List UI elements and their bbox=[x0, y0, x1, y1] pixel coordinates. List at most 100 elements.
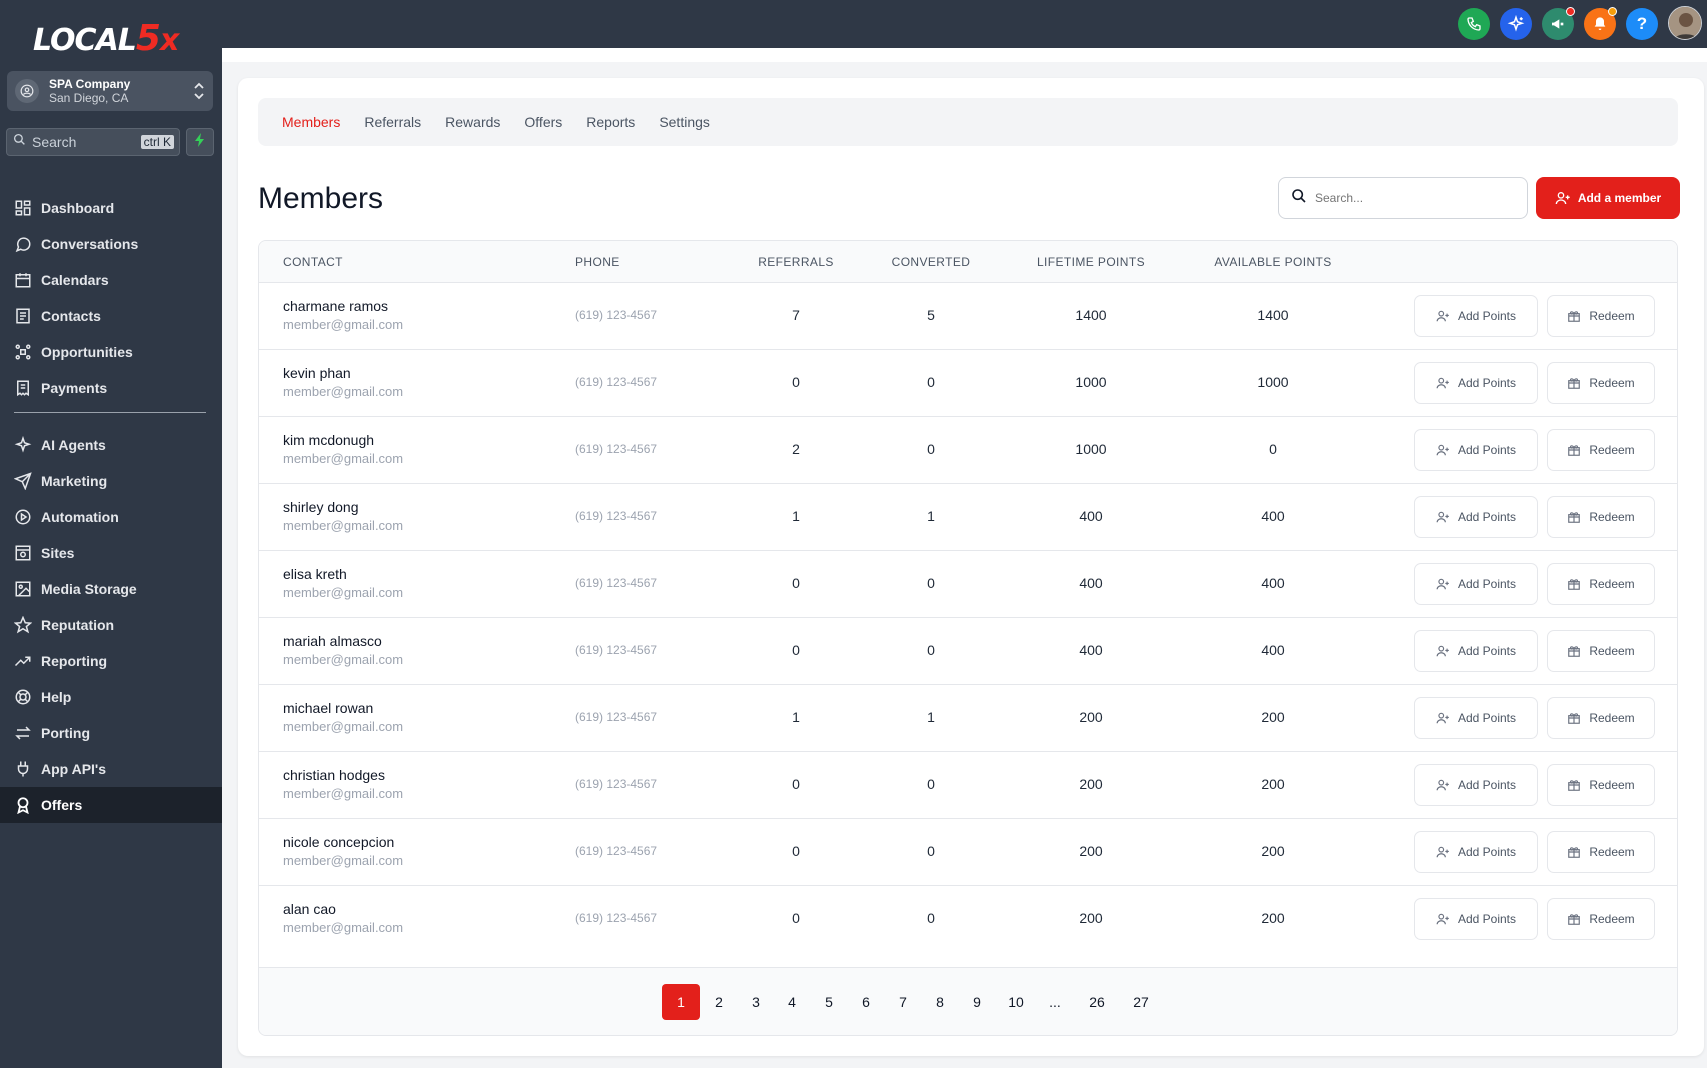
redeem-button[interactable]: Redeem bbox=[1547, 295, 1655, 337]
redeem-button[interactable]: Redeem bbox=[1547, 362, 1655, 404]
sidebar-search[interactable]: Search ctrl K bbox=[6, 128, 180, 156]
add-points-button[interactable]: Add Points bbox=[1414, 496, 1538, 538]
page-27[interactable]: 27 bbox=[1133, 994, 1149, 1010]
add-points-button[interactable]: Add Points bbox=[1414, 697, 1538, 739]
member-available-points: 200 bbox=[1261, 709, 1285, 725]
user-avatar[interactable] bbox=[1668, 6, 1702, 40]
add-points-button[interactable]: Add Points bbox=[1414, 764, 1538, 806]
member-name[interactable]: nicole concepcion bbox=[283, 834, 395, 850]
quick-action-button[interactable] bbox=[186, 128, 214, 156]
nav-item-marketing[interactable]: Marketing bbox=[0, 463, 222, 499]
tab-settings[interactable]: Settings bbox=[659, 114, 710, 130]
add-member-button[interactable]: Add a member bbox=[1536, 177, 1680, 219]
account-switcher[interactable]: SPA Company San Diego, CA bbox=[7, 71, 213, 111]
nav-item-conversations[interactable]: Conversations bbox=[0, 226, 222, 262]
page-26[interactable]: 26 bbox=[1089, 994, 1105, 1010]
page-5[interactable]: 5 bbox=[825, 994, 833, 1010]
ai-assistant-button[interactable] bbox=[1500, 8, 1532, 40]
account-name: SPA Company bbox=[49, 77, 131, 91]
phone-icon bbox=[1467, 17, 1481, 31]
redeem-button[interactable]: Redeem bbox=[1547, 831, 1655, 873]
add-points-button[interactable]: Add Points bbox=[1414, 362, 1538, 404]
nav-item-payments[interactable]: Payments bbox=[0, 370, 222, 406]
nav-item-porting[interactable]: Porting bbox=[0, 715, 222, 751]
member-search[interactable] bbox=[1278, 177, 1528, 219]
page-4[interactable]: 4 bbox=[788, 994, 796, 1010]
logo[interactable]: LOCAL 5 x bbox=[33, 18, 179, 59]
member-available-points: 1000 bbox=[1257, 374, 1289, 390]
member-name[interactable]: michael rowan bbox=[283, 700, 374, 716]
nav-item-contacts[interactable]: Contacts bbox=[0, 298, 222, 334]
nav-item-ai-agents[interactable]: AI Agents bbox=[0, 427, 222, 463]
member-name[interactable]: elisa kreth bbox=[283, 566, 347, 582]
gift-icon bbox=[1568, 847, 1581, 858]
page-3[interactable]: 3 bbox=[752, 994, 760, 1010]
redeem-button[interactable]: Redeem bbox=[1547, 496, 1655, 538]
tab-referrals[interactable]: Referrals bbox=[364, 114, 422, 130]
image-icon bbox=[15, 581, 31, 597]
member-name[interactable]: shirley dong bbox=[283, 499, 359, 515]
tab-members[interactable]: Members bbox=[282, 114, 341, 130]
member-search-input[interactable] bbox=[1315, 191, 1515, 205]
nav-item-reporting[interactable]: Reporting bbox=[0, 643, 222, 679]
member-name[interactable]: christian hodges bbox=[283, 767, 385, 783]
member-name[interactable]: mariah almasco bbox=[283, 633, 382, 649]
nav-item-app-apis[interactable]: App API's bbox=[0, 751, 222, 787]
redeem-button[interactable]: Redeem bbox=[1547, 898, 1655, 940]
tab-reports[interactable]: Reports bbox=[586, 114, 636, 130]
nav-item-reputation[interactable]: Reputation bbox=[0, 607, 222, 643]
member-available-points: 200 bbox=[1261, 843, 1285, 859]
redeem-button[interactable]: Redeem bbox=[1547, 429, 1655, 471]
nav-item-media-storage[interactable]: Media Storage bbox=[0, 571, 222, 607]
phone-button[interactable] bbox=[1458, 8, 1490, 40]
page-8[interactable]: 8 bbox=[936, 994, 944, 1010]
ai-sparkle-icon bbox=[1507, 15, 1525, 32]
redeem-button[interactable]: Redeem bbox=[1547, 563, 1655, 605]
header-referrals: REFERRALS bbox=[758, 255, 834, 269]
member-lifetime-points: 400 bbox=[1079, 508, 1103, 524]
page-10[interactable]: 10 bbox=[1008, 994, 1024, 1010]
redeem-button[interactable]: Redeem bbox=[1547, 697, 1655, 739]
nav-item-dashboard[interactable]: Dashboard bbox=[0, 190, 222, 226]
redeem-button[interactable]: Redeem bbox=[1547, 764, 1655, 806]
help-button[interactable]: ? bbox=[1626, 8, 1658, 40]
member-email: member@gmail.com bbox=[283, 384, 404, 399]
add-points-button[interactable]: Add Points bbox=[1414, 295, 1538, 337]
member-name[interactable]: kim mcdonugh bbox=[283, 432, 375, 448]
page-1[interactable]: 1 bbox=[662, 984, 700, 1020]
page-2[interactable]: 2 bbox=[715, 994, 723, 1010]
member-name[interactable]: charmane ramos bbox=[283, 298, 389, 314]
tab-bar: Members Referrals Rewards Offers Reports… bbox=[258, 98, 1678, 146]
add-points-button[interactable]: Add Points bbox=[1414, 898, 1538, 940]
nav-item-help[interactable]: Help bbox=[0, 679, 222, 715]
add-points-button[interactable]: Add Points bbox=[1414, 630, 1538, 672]
add-points-button[interactable]: Add Points bbox=[1414, 563, 1538, 605]
member-converted: 0 bbox=[927, 843, 935, 859]
nav-item-offers[interactable]: Offers bbox=[0, 787, 222, 823]
gift-icon bbox=[1568, 579, 1581, 590]
member-name[interactable]: alan cao bbox=[283, 901, 336, 917]
tab-offers[interactable]: Offers bbox=[524, 114, 563, 130]
gift-icon bbox=[1568, 713, 1581, 724]
add-user-icon bbox=[1436, 645, 1449, 657]
add-user-icon bbox=[1436, 511, 1449, 523]
member-name[interactable]: kevin phan bbox=[283, 365, 351, 381]
nav-item-opportunities[interactable]: Opportunities bbox=[0, 334, 222, 370]
add-points-button[interactable]: Add Points bbox=[1414, 831, 1538, 873]
redeem-button[interactable]: Redeem bbox=[1547, 630, 1655, 672]
pagination: 1 2 3 4 5 6 7 8 9 10... 26 27 bbox=[259, 967, 1677, 1035]
add-user-icon bbox=[1436, 578, 1449, 590]
member-referrals: 0 bbox=[792, 374, 800, 390]
nav-item-sites[interactable]: Sites bbox=[0, 535, 222, 571]
notifications-button[interactable] bbox=[1584, 7, 1617, 40]
add-points-button[interactable]: Add Points bbox=[1414, 429, 1538, 471]
page-6[interactable]: 6 bbox=[862, 994, 870, 1010]
table-row: alan cao member@gmail.com (619) 123-4567 0 0… bbox=[259, 886, 1677, 953]
page-7[interactable]: 7 bbox=[899, 994, 907, 1010]
tab-rewards[interactable]: Rewards bbox=[445, 114, 501, 130]
page-9[interactable]: 9 bbox=[973, 994, 981, 1010]
nav-item-calendars[interactable]: Calendars bbox=[0, 262, 222, 298]
nav-item-automation[interactable]: Automation bbox=[0, 499, 222, 535]
announcements-button[interactable] bbox=[1542, 7, 1575, 40]
header-contact: CONTACT bbox=[283, 255, 343, 269]
